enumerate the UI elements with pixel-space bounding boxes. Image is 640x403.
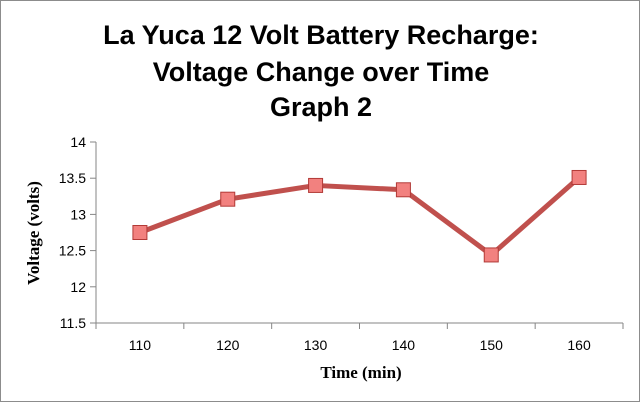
chart-title-line-3: Graph 2 (270, 92, 372, 122)
data-point-marker (571, 169, 587, 185)
y-tick-label: 13.5 (59, 170, 86, 186)
chart-title-line-2: Voltage Change over Time (153, 57, 490, 87)
series-line (137, 174, 582, 258)
x-tick-label: 140 (392, 337, 416, 353)
y-axis-title: Voltage (volts) (24, 181, 43, 285)
x-tick-label: 160 (567, 337, 591, 353)
data-point-marker (132, 225, 148, 240)
y-tick-label: 13 (70, 206, 86, 222)
x-tick-label: 130 (304, 337, 328, 353)
x-tick-label: 110 (129, 337, 152, 353)
data-point-marker (220, 191, 236, 207)
y-tick-label: 12 (70, 279, 86, 295)
axes: 11.5 12 12.5 13 13.5 14 110 120 130 140 150 160 (59, 134, 624, 353)
y-tick-label: 11.5 (60, 315, 86, 331)
x-tick-label: 150 (480, 337, 504, 353)
y-tick-label: 12.5 (59, 243, 86, 259)
data-point-marker (483, 247, 499, 263)
chart-title-line-1: La Yuca 12 Volt Battery Recharge: (103, 20, 539, 50)
x-axis-title: Time (min) (320, 363, 401, 382)
y-tick-label: 14 (70, 134, 86, 150)
series-layer (132, 169, 587, 263)
data-point-marker (308, 177, 324, 193)
x-tick-label: 120 (216, 337, 240, 353)
data-point-marker (395, 182, 411, 198)
